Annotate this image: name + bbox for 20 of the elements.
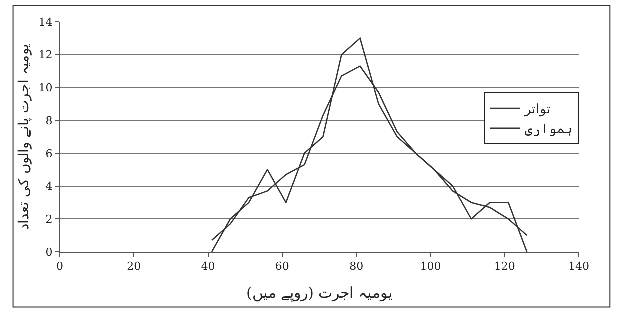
x-tick-label: 80: [350, 260, 364, 274]
y-tick-label: 14: [38, 16, 53, 29]
x-tick-label: 60: [275, 260, 290, 274]
y-tick-label: 10: [38, 82, 53, 95]
x-tick-label: 40: [201, 260, 216, 274]
x-tick-label: 120: [494, 260, 516, 274]
y-tick-label: 12: [38, 48, 53, 62]
x-tick-label: 100: [420, 260, 442, 274]
y-tick-label: 4: [46, 180, 53, 194]
x-tick-label: 0: [56, 260, 64, 274]
x-axis-title: یومیہ اجرت (روپے میں): [246, 284, 393, 302]
legend-label: تواتر: [524, 102, 551, 118]
y-tick-label: 6: [46, 147, 53, 160]
y-tick-label: 8: [46, 114, 53, 128]
y-tick-label: 0: [46, 246, 53, 259]
x-tick-label: 140: [568, 260, 590, 274]
x-tick-label: 20: [127, 260, 142, 274]
y-tick-label: 2: [46, 212, 53, 226]
y-axis-title: یومیہ اجرت پانے والوں کی تعداد: [16, 44, 32, 230]
legend-label: ہمواری: [525, 122, 573, 138]
